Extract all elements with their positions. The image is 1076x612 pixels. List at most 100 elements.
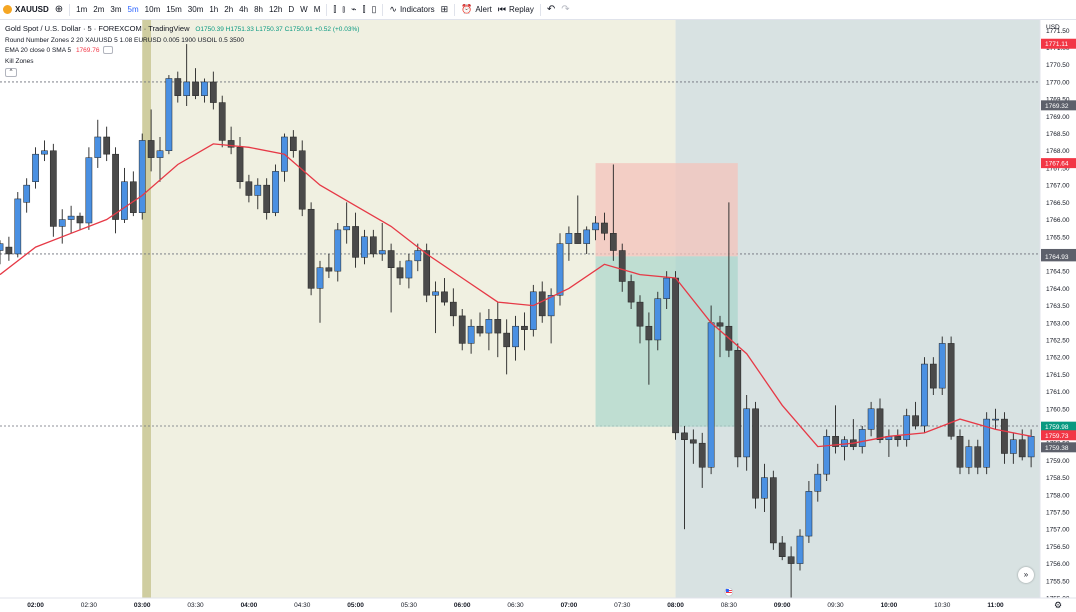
candle-body <box>76 215 84 224</box>
candle-body <box>94 136 102 158</box>
candle-body <box>876 408 884 440</box>
scroll-to-realtime-button[interactable]: » <box>1018 567 1034 583</box>
timeframe-2h-button[interactable]: 2h <box>224 5 234 14</box>
y-tick-label: 1767.00 <box>1046 183 1070 190</box>
timeframe-30m-button[interactable]: 30m <box>187 5 204 14</box>
y-tick-label: 1764.50 <box>1046 269 1070 276</box>
legend-indicator-row[interactable]: Round Number Zones 2 20 XAUUSD 5 1.08 EU… <box>5 36 359 47</box>
alert-button[interactable]: ⏰ Alert <box>458 0 495 20</box>
candle-body <box>236 147 244 182</box>
price-label-tag <box>1041 442 1076 453</box>
timeframe-m-button[interactable]: M <box>313 5 321 14</box>
candle-body <box>147 140 155 158</box>
symbol-search[interactable]: XAUUSD <box>0 0 52 20</box>
us-flag-canton <box>725 589 729 592</box>
timeframe-w-button[interactable]: W <box>300 5 308 14</box>
timeframe-10m-button[interactable]: 10m <box>144 5 161 14</box>
candle-body <box>121 181 128 220</box>
price-label: 1769.32 <box>1045 103 1069 110</box>
timeframe-15m-button[interactable]: 15m <box>166 5 182 14</box>
y-tick-label: 1761.00 <box>1046 389 1070 396</box>
top-toolbar: XAUUSD ⊕ 1m 2m 3m 5m 10m 15m 30m 1h 2h 4h 8h 12h D W M… <box>0 0 1076 20</box>
candle-body <box>129 181 137 213</box>
candle-body <box>369 236 377 255</box>
timeframe-12h-button[interactable]: 12h <box>268 5 283 14</box>
candle-body <box>49 150 57 227</box>
timeframe-2m-button[interactable]: 2m <box>93 5 105 14</box>
alert-label: Alert <box>475 5 492 14</box>
legend-title: Gold Spot / U.S. Dollar · 5 · FOREXCOM ·… <box>5 24 190 33</box>
collapse-legend-button[interactable]: ^ <box>5 68 17 77</box>
line-chart-icon: ⌁ <box>351 4 357 14</box>
ema-line <box>0 143 1032 448</box>
price-axis[interactable] <box>1040 20 1076 612</box>
compare-symbol-button[interactable]: ⊕ <box>52 0 66 20</box>
candle-body <box>405 260 413 279</box>
legend-indicator-row[interactable]: Kill Zones <box>5 57 359 68</box>
price-label: 1767.64 <box>1045 161 1069 168</box>
y-tick-label: 1758.00 <box>1046 492 1070 499</box>
x-tick-label: 06:00 <box>454 602 471 609</box>
candle-body <box>432 291 439 296</box>
replay-button[interactable]: ⏮ Replay <box>495 0 537 20</box>
candle-body <box>174 78 182 96</box>
indicators-button[interactable]: ∿ Indicators <box>386 0 437 20</box>
candle-body <box>218 102 226 141</box>
undo-button[interactable]: ↶ <box>544 0 558 20</box>
y-tick-label: 1763.50 <box>1046 303 1070 310</box>
candle-body <box>858 429 866 447</box>
y-tick-label: 1764.00 <box>1046 286 1070 293</box>
chart-settings-button[interactable]: ⚙ <box>1054 600 1062 611</box>
position-stop-zone[interactable] <box>595 163 738 257</box>
candle-body <box>841 439 848 447</box>
heikin-button[interactable]: ⫿ <box>360 0 369 20</box>
candle-body <box>156 150 164 158</box>
candle-body <box>627 281 635 303</box>
price-label-tag <box>1041 430 1076 441</box>
candle-body <box>263 184 271 213</box>
indicator-templates-button[interactable]: ⊞ <box>438 0 452 20</box>
candle-body <box>165 78 173 151</box>
timeframe-3m-button[interactable]: 3m <box>110 5 122 14</box>
indicators-label: Indicators <box>399 5 435 14</box>
indicator-ema: EMA 20 close 0 SMA 5 <box>5 47 72 54</box>
timeframe-5m-button[interactable]: 5m <box>127 5 139 14</box>
timeframe-1h-button[interactable]: 1h <box>209 5 219 14</box>
candle-body <box>58 219 66 227</box>
line-style-button[interactable]: ⫾ <box>339 0 348 20</box>
timeframe-8h-button[interactable]: 8h <box>254 5 263 14</box>
candle-body <box>378 250 386 255</box>
redo-button[interactable]: ↷ <box>558 0 572 20</box>
price-label: 1759.98 <box>1045 424 1069 431</box>
y-tick-label: 1769.00 <box>1046 114 1070 121</box>
time-axis[interactable] <box>0 598 1076 612</box>
timeframe-d-button[interactable]: D <box>288 5 295 14</box>
symbol-name: XAUUSD <box>15 5 49 14</box>
timeframe-4h-button[interactable]: 4h <box>239 5 249 14</box>
bar-style-button[interactable]: ⫿ <box>330 0 339 20</box>
candle-body <box>503 332 511 348</box>
more-styles-button[interactable]: ▯ <box>368 0 379 20</box>
candle-body <box>414 250 422 262</box>
y-tick-label: 1755.50 <box>1046 578 1070 585</box>
y-tick-label: 1758.50 <box>1046 475 1070 482</box>
candle-body <box>289 136 297 151</box>
indicator-ema-value: 1769.76 <box>75 47 100 54</box>
toolbar-divider <box>69 3 71 16</box>
candle-body <box>565 233 573 244</box>
timeframe-1m-button[interactable]: 1m <box>76 5 88 14</box>
legend-indicator-row[interactable]: EMA 20 close 0 SMA 5 1769.76 <box>5 46 359 57</box>
indicators-icon: ∿ <box>389 4 397 14</box>
price-chart[interactable]: 1771.501771.001770.501770.001769.501769.… <box>0 20 1076 612</box>
replay-icon: ⏮ <box>497 4 506 14</box>
candle-body <box>325 267 333 272</box>
area-style-button[interactable]: ⌁ <box>348 0 359 20</box>
candle-body <box>32 153 39 182</box>
y-tick-label: 1768.00 <box>1046 148 1070 155</box>
x-tick-label: 06:30 <box>507 602 524 609</box>
indicator-settings-icon[interactable] <box>103 46 114 55</box>
candle-body <box>601 222 608 234</box>
y-tick-label: 1759.00 <box>1046 458 1070 465</box>
x-tick-label: 07:30 <box>614 602 631 609</box>
us-flag-stripe <box>725 592 732 593</box>
